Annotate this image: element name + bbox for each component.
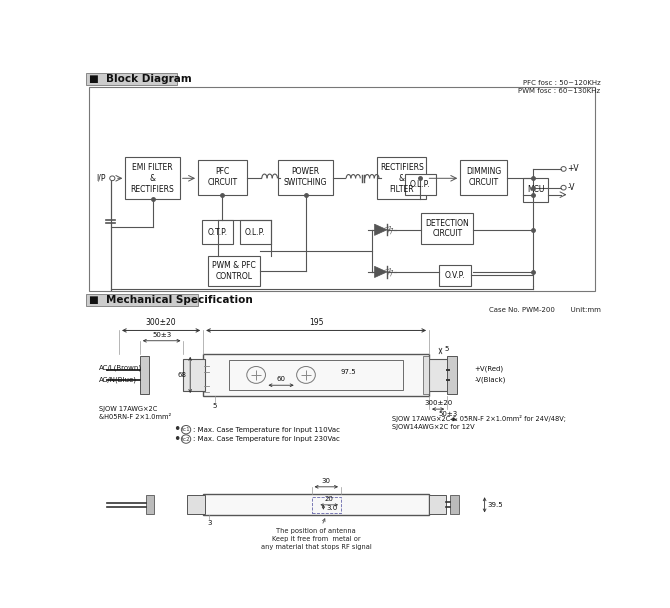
Text: 97.5: 97.5 <box>341 369 356 375</box>
Text: -V: -V <box>567 183 575 192</box>
FancyBboxPatch shape <box>523 178 549 202</box>
FancyBboxPatch shape <box>125 157 180 199</box>
Text: 30: 30 <box>322 478 331 485</box>
Text: 60: 60 <box>277 376 285 382</box>
Text: -V(Black): -V(Black) <box>475 377 506 383</box>
Text: 39.5: 39.5 <box>488 502 503 508</box>
Text: 3.0: 3.0 <box>326 505 337 511</box>
Text: 50±3: 50±3 <box>438 410 458 416</box>
Polygon shape <box>375 224 387 235</box>
FancyBboxPatch shape <box>240 221 271 244</box>
FancyBboxPatch shape <box>146 496 154 514</box>
Polygon shape <box>375 266 387 277</box>
FancyBboxPatch shape <box>448 356 456 393</box>
Text: +V: +V <box>567 164 579 173</box>
FancyBboxPatch shape <box>421 213 473 244</box>
Text: O.T.P.: O.T.P. <box>208 227 228 237</box>
FancyBboxPatch shape <box>140 356 149 393</box>
FancyBboxPatch shape <box>86 294 198 306</box>
FancyBboxPatch shape <box>202 221 233 244</box>
FancyBboxPatch shape <box>429 359 449 392</box>
Text: PWM & PFC
CONTROL: PWM & PFC CONTROL <box>212 261 256 281</box>
Text: : Max. Case Temperature for Input 230Vac: : Max. Case Temperature for Input 230Vac <box>193 436 340 442</box>
Text: 300±20: 300±20 <box>146 318 176 327</box>
FancyBboxPatch shape <box>450 496 459 514</box>
FancyBboxPatch shape <box>440 265 470 286</box>
FancyBboxPatch shape <box>429 496 446 514</box>
Text: I/P: I/P <box>96 174 107 183</box>
Text: ■  Mechanical Specification: ■ Mechanical Specification <box>90 295 253 305</box>
Text: EMI FILTER
&
RECTIFIERS: EMI FILTER & RECTIFIERS <box>131 163 174 193</box>
Text: PFC fosc : 50~120KHz
PWM fosc : 60~130KHz: PFC fosc : 50~120KHz PWM fosc : 60~130KH… <box>519 80 600 94</box>
FancyBboxPatch shape <box>208 255 260 286</box>
FancyBboxPatch shape <box>405 174 436 195</box>
Text: SJOW 17AWG×2C & 05RN-F 2×1.0mm² for 24V/48V;
SJOW14AWG×2C for 12V: SJOW 17AWG×2C & 05RN-F 2×1.0mm² for 24V/… <box>392 415 565 430</box>
Text: ■  Block Diagram: ■ Block Diagram <box>90 74 192 84</box>
FancyBboxPatch shape <box>184 359 205 392</box>
FancyBboxPatch shape <box>423 356 429 393</box>
FancyBboxPatch shape <box>86 73 177 85</box>
FancyBboxPatch shape <box>203 494 429 516</box>
Text: 300±20: 300±20 <box>424 400 452 406</box>
Text: Case No. PWM-200       Unit:mm: Case No. PWM-200 Unit:mm <box>488 307 600 313</box>
FancyBboxPatch shape <box>279 159 333 195</box>
Text: O.L.P.: O.L.P. <box>245 227 265 237</box>
Text: 195: 195 <box>309 318 324 327</box>
Text: SJOW 17AWG×2C
&H05RN-F 2×1.0mm²: SJOW 17AWG×2C &H05RN-F 2×1.0mm² <box>99 406 172 420</box>
FancyBboxPatch shape <box>460 159 507 195</box>
Text: tc2: tc2 <box>182 437 190 441</box>
Text: O.L.P.: O.L.P. <box>410 179 430 188</box>
Text: 20: 20 <box>324 497 333 502</box>
Text: 3: 3 <box>207 520 212 526</box>
Text: 5: 5 <box>445 346 449 352</box>
Text: AC/L(Brown): AC/L(Brown) <box>99 364 143 371</box>
Text: 5: 5 <box>212 402 217 409</box>
Text: PFC
CIRCUIT: PFC CIRCUIT <box>208 167 238 187</box>
Text: The position of antenna
Keep it free from  metal or
any material that stops RF s: The position of antenna Keep it free fro… <box>261 519 371 550</box>
FancyBboxPatch shape <box>377 157 426 199</box>
Text: POWER
SWITCHING: POWER SWITCHING <box>284 167 328 187</box>
Text: : Max. Case Temperature for Input 110Vac: : Max. Case Temperature for Input 110Vac <box>193 427 340 433</box>
FancyBboxPatch shape <box>186 496 205 514</box>
FancyBboxPatch shape <box>203 354 429 396</box>
Text: DETECTION
CIRCUIT: DETECTION CIRCUIT <box>425 219 469 238</box>
Text: 50±3: 50±3 <box>152 332 172 338</box>
Text: tc1: tc1 <box>182 427 190 432</box>
Text: AC/N(Blue): AC/N(Blue) <box>99 377 137 383</box>
Text: O.V.P.: O.V.P. <box>445 271 465 280</box>
Text: DIMMING
CIRCUIT: DIMMING CIRCUIT <box>466 167 501 187</box>
FancyBboxPatch shape <box>198 159 247 195</box>
Text: •: • <box>174 423 181 436</box>
Text: +V(Red): +V(Red) <box>475 365 504 372</box>
Text: •: • <box>174 432 181 446</box>
Text: 68: 68 <box>178 372 186 378</box>
Text: MCU: MCU <box>527 185 544 195</box>
Text: RECTIFIERS
&
FILTER: RECTIFIERS & FILTER <box>380 163 423 193</box>
